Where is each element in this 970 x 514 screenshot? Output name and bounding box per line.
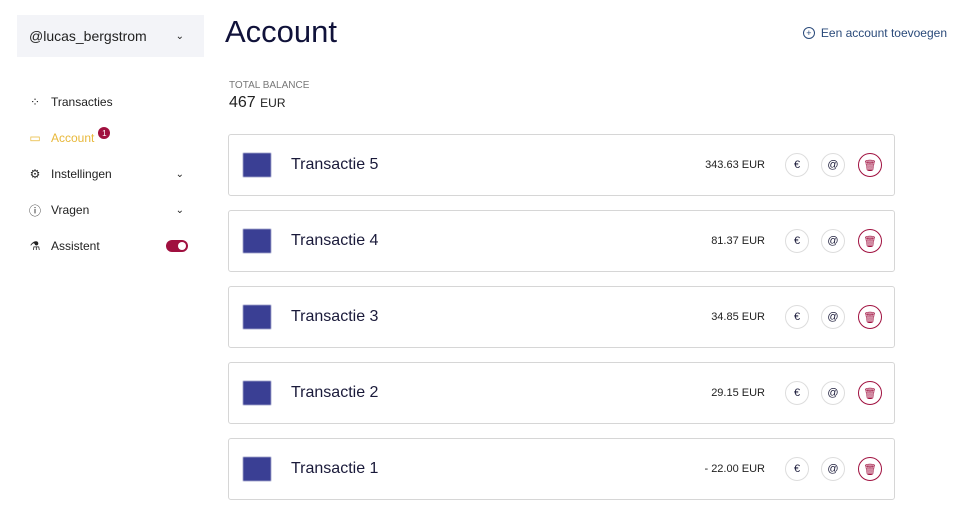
euro-button[interactable]: € xyxy=(785,229,809,253)
transfer-button[interactable]: @ xyxy=(821,153,845,177)
notification-badge: 1 xyxy=(98,127,111,139)
transfer-button[interactable]: @ xyxy=(821,381,845,405)
delete-button[interactable]: 🗑 xyxy=(858,305,882,329)
transaction-amount: 81.37 EUR xyxy=(711,235,765,247)
transaction-name: Transactie 5 xyxy=(291,156,379,173)
delete-button[interactable]: 🗑 xyxy=(858,381,882,405)
sidebar-item-label: Assistent xyxy=(51,239,100,253)
euro-button[interactable]: € xyxy=(785,381,809,405)
sidebar-item-transacties[interactable]: ⁘ Transacties xyxy=(28,84,188,120)
euro-button[interactable]: € xyxy=(785,305,809,329)
balance-label: TOTAL BALANCE xyxy=(229,80,310,91)
gear-icon: ⚙ xyxy=(29,167,41,181)
transfer-button[interactable]: @ xyxy=(821,457,845,481)
assistent-toggle[interactable] xyxy=(166,240,188,252)
page-title: Account xyxy=(225,14,338,49)
sidebar-item-vragen[interactable]: ⓘ Vragen ⌄ xyxy=(28,192,188,228)
add-account-link[interactable]: + Een account toevoegen xyxy=(802,26,947,40)
transaction-name: Transactie 1 xyxy=(291,460,379,477)
transaction-name: Transactie 3 xyxy=(291,308,379,325)
chevron-down-icon: ⌄ xyxy=(175,30,184,42)
chevron-down-icon: ⌄ xyxy=(175,204,184,216)
sidebar-item-assistent: ⚗ Assistent xyxy=(28,228,188,264)
transaction-amount: 343.63 EUR xyxy=(705,159,765,171)
transaction-amount: 29.15 EUR xyxy=(711,387,765,399)
transaction-thumbnail xyxy=(243,381,271,405)
transfer-button[interactable]: @ xyxy=(821,305,845,329)
delete-button[interactable]: 🗑 xyxy=(858,229,882,253)
transaction-amount: - 22.00 EUR xyxy=(704,463,765,475)
transaction-list: Transactie 5 343.63 EUR € @ 🗑 Transactie 4 81… xyxy=(228,134,895,514)
balance-value: 467 EUR xyxy=(229,94,286,112)
sidebar-item-label: Account xyxy=(51,131,95,145)
flask-icon: ⚗ xyxy=(29,239,41,253)
transaction-row[interactable]: Transactie 1 - 22.00 EUR € @ 🗑 xyxy=(228,438,895,500)
sidebar-item-label: Instellingen xyxy=(51,167,112,181)
transaction-amount: 34.85 EUR xyxy=(711,311,765,323)
sidebar-item-account[interactable]: ▭ Account 1 xyxy=(28,120,188,156)
sidebar-item-label: Transacties xyxy=(51,95,113,109)
transaction-row[interactable]: Transactie 3 34.85 EUR € @ 🗑 xyxy=(228,286,895,348)
transaction-row[interactable]: Transactie 5 343.63 EUR € @ 🗑 xyxy=(228,134,895,196)
sidebar-item-label: Vragen xyxy=(51,203,90,217)
balance-amount: 467 xyxy=(229,94,256,111)
delete-button[interactable]: 🗑 xyxy=(858,153,882,177)
sidebar-item-instellingen[interactable]: ⚙ Instellingen ⌄ xyxy=(28,156,188,192)
account-switcher[interactable]: @lucas_bergstrom ⌄ xyxy=(17,15,204,57)
username: @lucas_bergstrom xyxy=(29,28,147,44)
transaction-thumbnail xyxy=(243,457,271,481)
transaction-name: Transactie 4 xyxy=(291,232,379,249)
card-icon: ▭ xyxy=(29,131,41,145)
sidebar-nav: ⁘ Transacties ▭ Account 1 ⚙ Instellingen ⌄ ⓘ V… xyxy=(28,84,188,264)
euro-button[interactable]: € xyxy=(785,153,809,177)
transaction-thumbnail xyxy=(243,305,271,329)
balance-currency: EUR xyxy=(260,96,286,110)
question-icon: ⓘ xyxy=(28,203,41,218)
transaction-name: Transactie 2 xyxy=(291,384,379,401)
transaction-row[interactable]: Transactie 2 29.15 EUR € @ 🗑 xyxy=(228,362,895,424)
euro-button[interactable]: € xyxy=(785,457,809,481)
grid-icon: ⁘ xyxy=(29,95,41,109)
delete-button[interactable]: 🗑 xyxy=(858,457,882,481)
transaction-row[interactable]: Transactie 4 81.37 EUR € @ 🗑 xyxy=(228,210,895,272)
transaction-thumbnail xyxy=(243,153,271,177)
transfer-button[interactable]: @ xyxy=(821,229,845,253)
add-account-label: Een account toevoegen xyxy=(820,26,947,40)
plus-circle-icon: + xyxy=(802,27,815,39)
transaction-thumbnail xyxy=(243,229,271,253)
chevron-down-icon: ⌄ xyxy=(175,168,184,180)
